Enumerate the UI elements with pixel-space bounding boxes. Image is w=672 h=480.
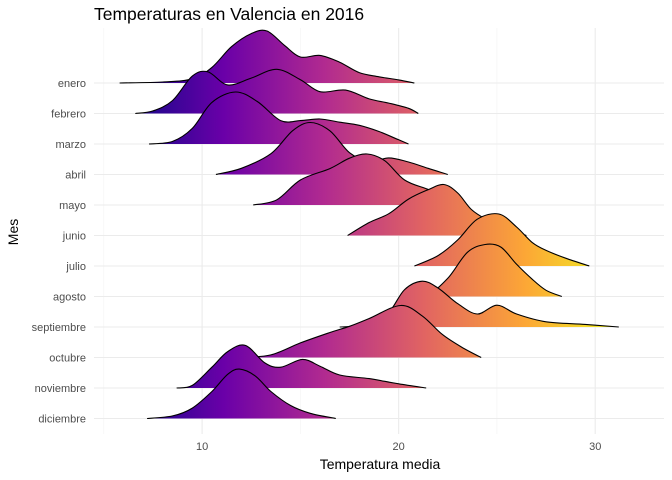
y-tick-label: abril bbox=[65, 170, 86, 182]
ridge-fill bbox=[119, 30, 415, 83]
ridge-outline bbox=[135, 68, 419, 115]
x-tick-labels: 10 20 30 bbox=[196, 441, 601, 453]
ridge-outline bbox=[147, 368, 336, 420]
y-tick-label: noviembre bbox=[35, 383, 86, 395]
x-tick-label: 20 bbox=[393, 441, 405, 453]
ridge-fill bbox=[215, 122, 448, 175]
ridge-abril bbox=[215, 121, 448, 176]
ridge-febrero bbox=[135, 68, 419, 115]
y-tick-label: marzo bbox=[55, 139, 86, 151]
chart-title: Temperaturas en Valencia en 2016 bbox=[94, 4, 364, 24]
y-tick-label: mayo bbox=[59, 200, 86, 212]
ridge-fill bbox=[135, 69, 419, 114]
ridge-octubre bbox=[241, 304, 482, 359]
ridge-outline bbox=[215, 121, 448, 176]
ridge-fill bbox=[241, 305, 482, 358]
y-tick-label: octubre bbox=[49, 353, 86, 365]
y-tick-label: junio bbox=[62, 231, 86, 243]
ridge-fill bbox=[149, 91, 409, 144]
y-tick-label: agosto bbox=[53, 292, 86, 304]
y-tick-label: diciembre bbox=[38, 414, 86, 426]
ridge-diciembre bbox=[147, 368, 336, 420]
ridge-fill bbox=[253, 153, 468, 205]
ridge-outline bbox=[176, 344, 427, 389]
x-tick-label: 10 bbox=[196, 441, 208, 453]
y-tick-label: julio bbox=[65, 261, 86, 273]
x-axis-title: Temperatura media bbox=[320, 456, 441, 472]
y-tick-label: enero bbox=[58, 78, 86, 90]
ridge-outline bbox=[414, 213, 590, 267]
y-tick-label: febrero bbox=[51, 109, 86, 121]
ridges bbox=[119, 29, 619, 420]
ridge-fill bbox=[147, 369, 336, 419]
ridge-julio bbox=[414, 213, 590, 267]
ridge-outline bbox=[148, 91, 409, 145]
y-tick-label: septiembre bbox=[32, 322, 86, 334]
y-tick-labels: enero febrero marzo abril mayo junio julio agos… bbox=[32, 78, 86, 426]
x-tick-label: 30 bbox=[589, 441, 601, 453]
y-axis-title: Mes bbox=[5, 219, 21, 245]
ridge-marzo bbox=[148, 91, 409, 145]
ridge-fill bbox=[414, 213, 590, 266]
ridge-fill bbox=[402, 244, 562, 297]
ridge-outline bbox=[241, 304, 482, 359]
